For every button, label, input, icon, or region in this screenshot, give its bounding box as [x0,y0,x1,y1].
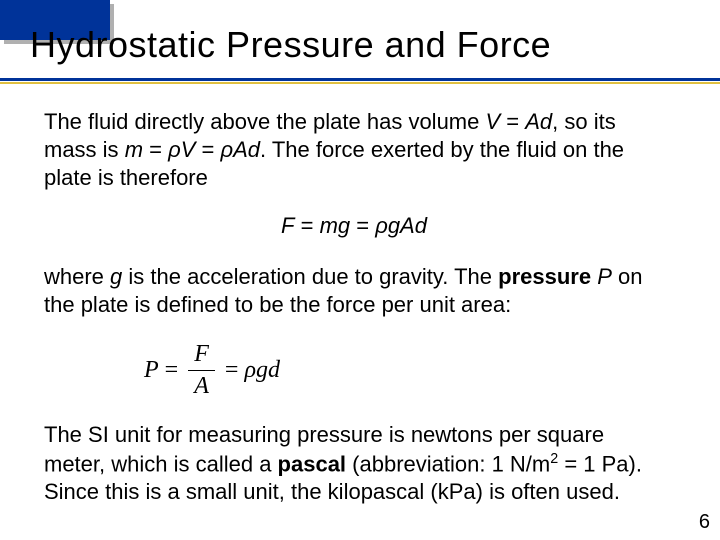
rho-symbol: ρ [220,137,233,162]
rho-symbol: ρ [168,137,181,162]
var-P: P [144,355,159,386]
paragraph-3: The SI unit for measuring pressure is ne… [44,421,664,506]
var-mg: mg [320,213,351,238]
equation-pressure: P = F A = ρgd [44,339,664,401]
paragraph-2: where g is the acceleration due to gravi… [44,263,664,319]
text: = [195,137,220,162]
paragraph-1: The fluid directly above the plate has v… [44,108,664,192]
var-F: F [281,213,294,238]
slide-body: The fluid directly above the plate has v… [44,108,664,526]
equals: = [350,213,375,238]
equals: = [294,213,319,238]
equals: = [165,355,179,386]
var-gAd: gAd [388,213,427,238]
text: = [143,137,168,162]
rule-gold [0,82,720,84]
var-g: g [110,264,122,289]
denominator-A: A [188,371,215,402]
page-number: 6 [699,511,710,534]
superscript-2: 2 [550,451,558,467]
rho-symbol: ρ [244,357,256,383]
equals: = [225,355,239,386]
var-V: V [181,137,196,162]
var-gd: gd [256,357,280,383]
var-Ad: Ad [233,137,260,162]
var-m: m [125,137,143,162]
rule-blue [0,78,720,81]
fraction-F-over-A: F A [188,339,215,401]
title-underline [0,78,720,84]
term-pressure: pressure [498,264,591,289]
numerator-F: F [188,339,215,371]
text: The fluid directly above the plate has v… [44,109,485,134]
text: is the acceleration due to gravity. The [122,264,498,289]
text: = [500,109,525,134]
term-pascal: pascal [278,451,347,476]
rho-symbol: ρ [375,213,388,238]
var-V: V [485,109,500,134]
text: where [44,264,110,289]
text: (abbreviation: 1 N/m [346,451,550,476]
equation-force: F = mg = ρgAd [44,212,664,240]
slide: Hydrostatic Pressure and Force The fluid… [0,0,720,540]
var-P: P [597,264,612,289]
var-Ad: Ad [525,109,552,134]
slide-title: Hydrostatic Pressure and Force [30,24,551,66]
